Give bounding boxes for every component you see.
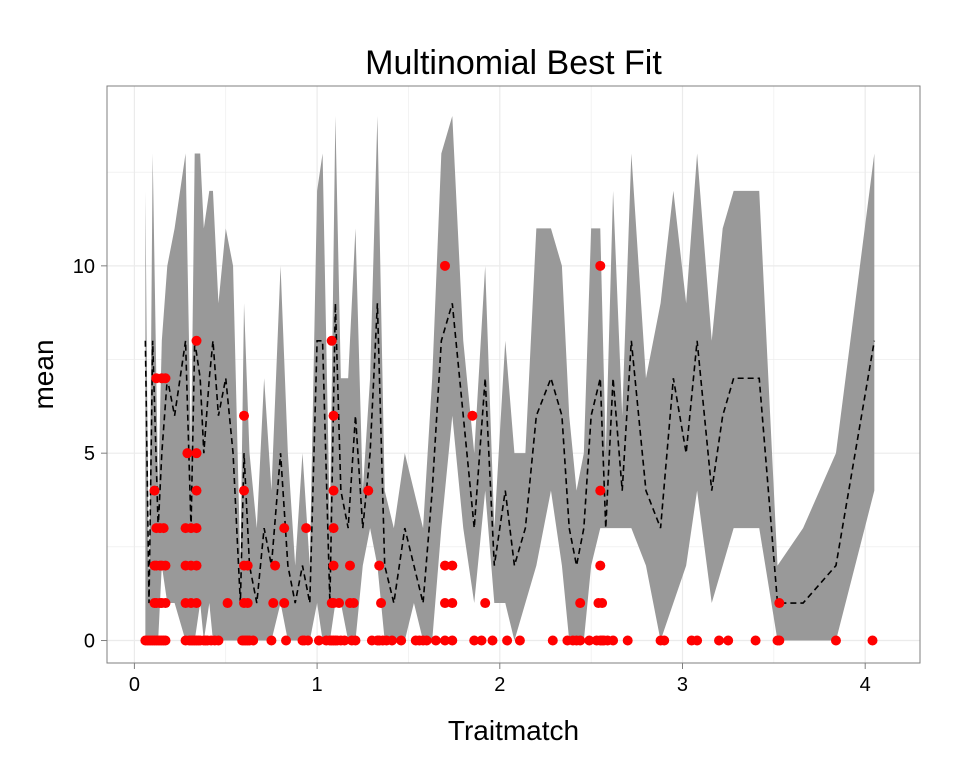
x-axis: 0 1 2 3 4 (129, 663, 871, 696)
x-tick-label: 3 (677, 674, 688, 696)
y-tick-label: 0 (84, 631, 95, 653)
data-point (149, 485, 160, 496)
data-point (575, 598, 586, 609)
data-point (774, 598, 785, 609)
data-point (597, 598, 608, 609)
data-point (328, 560, 339, 571)
y-tick-label: 5 (84, 443, 95, 465)
plot-border (106, 85, 921, 664)
data-point (268, 598, 279, 609)
data-point (279, 598, 290, 609)
y-axis: 0 5 10 (73, 256, 107, 653)
x-tick-label: 0 (129, 674, 140, 696)
data-point (439, 260, 450, 271)
x-axis-label: Traitmatch (448, 715, 579, 746)
data-point (480, 598, 491, 609)
data-point (430, 635, 441, 646)
data-point (659, 635, 670, 646)
data-point (313, 635, 324, 646)
data-point (158, 523, 169, 534)
x-tick-label: 1 (312, 674, 323, 696)
data-point (281, 635, 292, 646)
data-point (447, 598, 458, 609)
x-tick-label: 2 (494, 674, 505, 696)
data-point (830, 635, 841, 646)
observed-points-layer (140, 260, 878, 646)
data-point (387, 635, 398, 646)
data-point (714, 635, 725, 646)
data-point (213, 635, 224, 646)
data-point (160, 373, 171, 384)
data-point (584, 635, 595, 646)
data-point (439, 598, 450, 609)
x-tick-label: 4 (860, 674, 871, 696)
data-point (469, 635, 480, 646)
data-point (328, 523, 339, 534)
data-point (242, 560, 253, 571)
data-point (160, 598, 171, 609)
chart-title: Multinomial Best Fit (365, 44, 662, 82)
data-point (692, 635, 703, 646)
data-point (447, 560, 458, 571)
data-point (191, 560, 202, 571)
data-point (239, 410, 250, 421)
data-point (182, 448, 193, 459)
data-point (376, 598, 387, 609)
data-point (344, 598, 355, 609)
data-point (248, 635, 259, 646)
data-point (339, 635, 350, 646)
data-point (270, 560, 281, 571)
data-point (334, 598, 345, 609)
data-point (222, 598, 233, 609)
data-point (774, 635, 785, 646)
data-point (302, 635, 313, 646)
y-axis-label: mean (28, 339, 59, 409)
data-point (467, 410, 478, 421)
data-point (439, 635, 450, 646)
data-point (514, 635, 525, 646)
data-point (374, 560, 385, 571)
data-point (328, 410, 339, 421)
data-point (328, 485, 339, 496)
data-point (750, 635, 761, 646)
data-point (160, 560, 171, 571)
data-point (266, 635, 277, 646)
data-point (476, 635, 487, 646)
data-point (396, 635, 407, 646)
data-point (191, 598, 202, 609)
data-point (575, 635, 586, 646)
data-point (191, 485, 202, 496)
data-point (723, 635, 734, 646)
y-tick-label: 10 (73, 256, 95, 278)
data-point (487, 635, 498, 646)
data-point (239, 485, 250, 496)
data-point (326, 598, 337, 609)
data-point (301, 523, 312, 534)
data-point (191, 523, 202, 534)
data-point (867, 635, 878, 646)
data-point (622, 635, 633, 646)
data-point (344, 560, 355, 571)
data-point (350, 635, 361, 646)
data-point (608, 635, 619, 646)
data-point (547, 635, 558, 646)
data-point (191, 448, 202, 459)
data-point (439, 560, 450, 571)
data-point (595, 260, 606, 271)
data-point (447, 635, 458, 646)
data-point (242, 598, 253, 609)
data-point (502, 635, 513, 646)
data-point (595, 485, 606, 496)
data-point (160, 635, 171, 646)
data-point (421, 635, 432, 646)
data-point (326, 335, 337, 346)
mean-line-layer (144, 303, 876, 604)
data-point (279, 523, 290, 534)
data-point (595, 560, 606, 571)
data-point (191, 335, 202, 346)
mean-line (144, 303, 876, 604)
data-point (363, 485, 374, 496)
